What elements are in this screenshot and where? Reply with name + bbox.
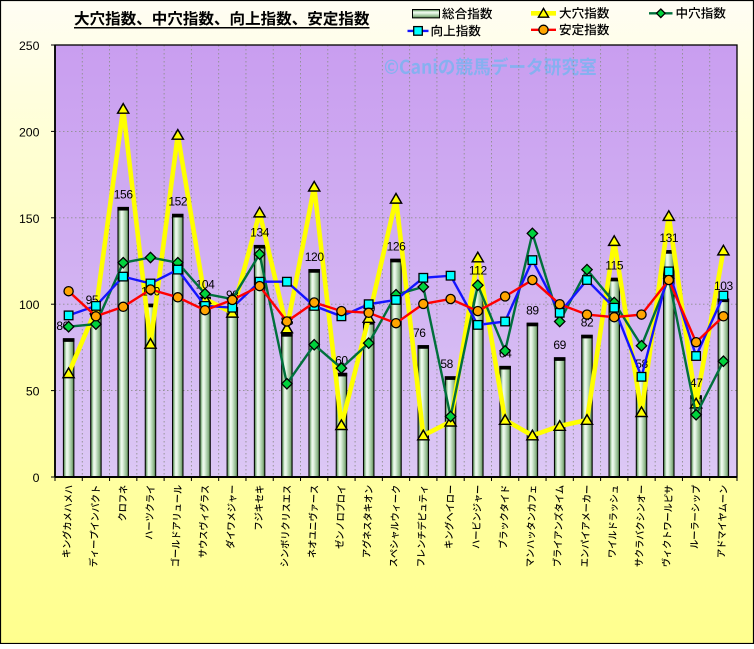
- svg-text:152: 152: [168, 195, 188, 209]
- svg-text:200: 200: [19, 125, 40, 139]
- svg-text:47: 47: [690, 376, 703, 390]
- svg-text:150: 150: [19, 212, 40, 226]
- svg-text:69: 69: [553, 338, 566, 352]
- svg-text:76: 76: [413, 326, 426, 340]
- svg-text:134: 134: [250, 226, 270, 240]
- svg-text:103: 103: [714, 279, 734, 293]
- svg-text:156: 156: [114, 188, 134, 202]
- svg-text:100: 100: [19, 298, 40, 312]
- svg-text:50: 50: [26, 385, 40, 399]
- svg-text:89: 89: [526, 303, 539, 317]
- svg-text:250: 250: [19, 39, 40, 53]
- svg-text:112: 112: [469, 264, 488, 278]
- svg-text:58: 58: [440, 357, 453, 371]
- svg-text:131: 131: [659, 231, 679, 245]
- svg-text:120: 120: [305, 250, 325, 264]
- svg-text:0: 0: [33, 471, 40, 485]
- svg-text:115: 115: [605, 259, 624, 273]
- svg-text:126: 126: [387, 240, 407, 254]
